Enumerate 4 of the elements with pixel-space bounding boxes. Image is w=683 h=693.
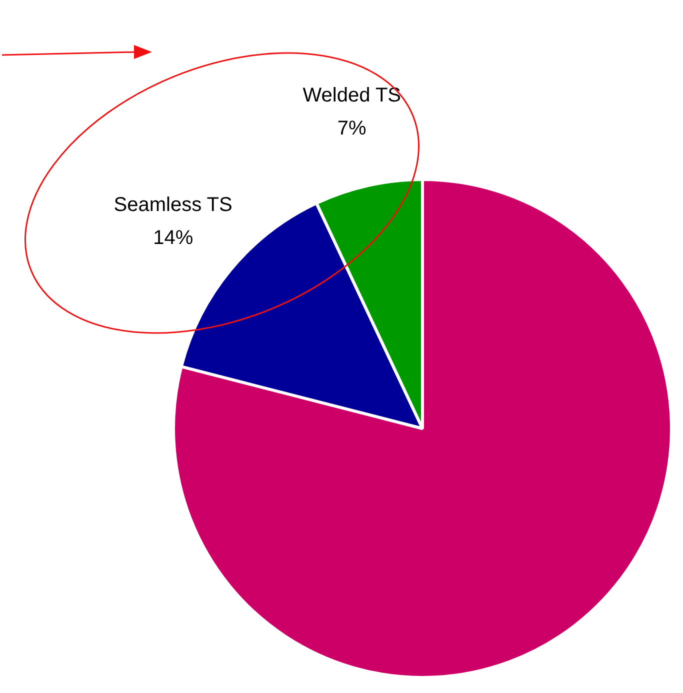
data-label: 7% [337, 118, 367, 140]
data-label: 14% [153, 227, 194, 250]
slice-label: Seamless TS [114, 194, 232, 216]
slice-label: Welded TS [302, 84, 401, 107]
